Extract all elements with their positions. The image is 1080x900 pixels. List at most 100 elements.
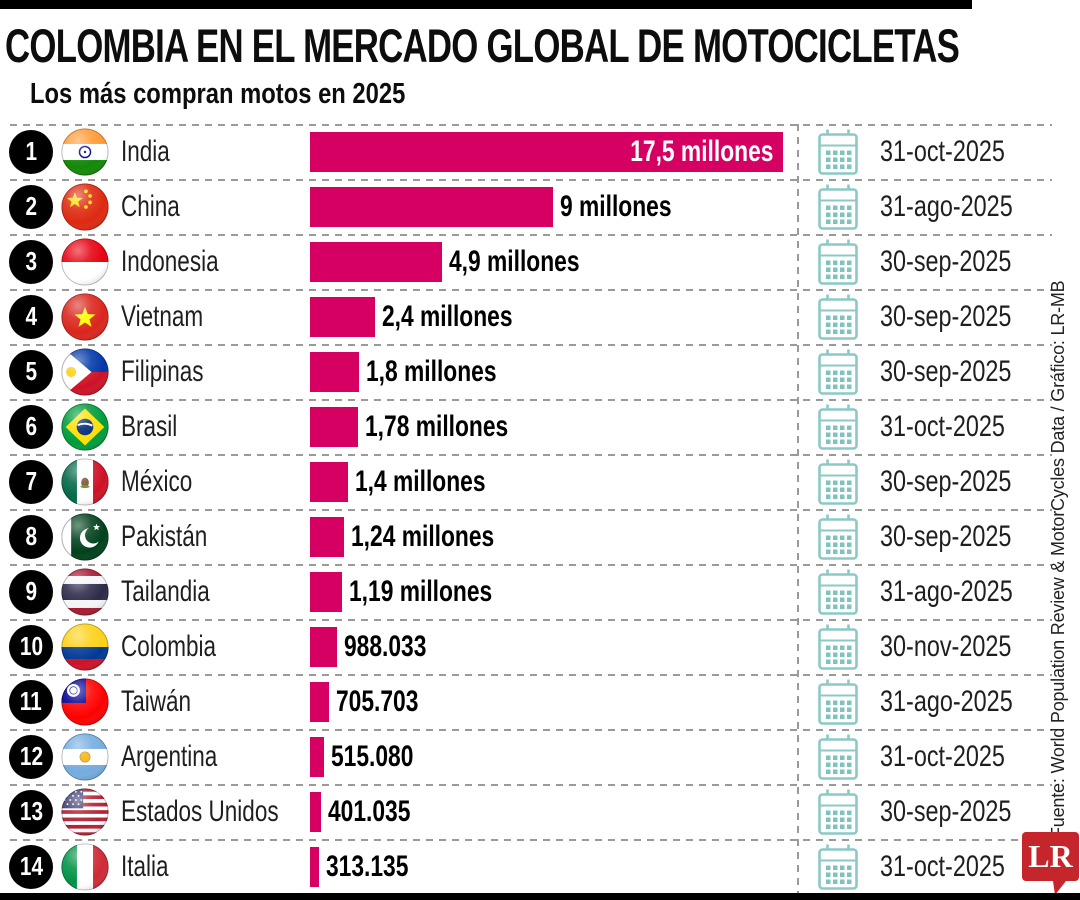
- row-separator: [10, 344, 1052, 346]
- value-label: 1,78 millones: [365, 409, 509, 443]
- calendar-icon: [818, 349, 858, 395]
- country-flag-icon: [61, 237, 109, 286]
- value-bar: [310, 681, 329, 722]
- table-row: 6 Brasil 1,78 millones 31-oct-2025: [0, 399, 1080, 454]
- country-flag-icon: [61, 512, 109, 561]
- country-flag-icon: [61, 677, 109, 726]
- calendar-icon: [818, 459, 858, 505]
- rank-badge: 2: [9, 184, 53, 229]
- rank-badge: 14: [9, 844, 53, 889]
- table-row: 12 Argentina 515.080 31-oct-2025: [0, 729, 1080, 784]
- date-label: 30-sep-2025: [880, 519, 1012, 553]
- country-label: Estados Unidos: [121, 794, 279, 828]
- country-flag-icon: [61, 622, 109, 671]
- value-label: 1,8 millones: [366, 354, 497, 388]
- row-separator: [10, 399, 1052, 401]
- row-separator: [10, 784, 1052, 786]
- value-bar: [310, 296, 375, 337]
- country-flag-icon: [61, 182, 109, 231]
- value-label: 1,24 millones: [351, 519, 495, 553]
- country-label: Taiwán: [121, 684, 192, 718]
- date-label: 31-ago-2025: [880, 189, 1013, 223]
- rank-badge: 8: [9, 514, 53, 559]
- table-row: 5 Filipinas 1,8 millones 30-sep-2025: [0, 344, 1080, 399]
- country-label: Brasil: [121, 409, 178, 443]
- row-separator: [10, 179, 1052, 181]
- calendar-icon: [818, 569, 858, 615]
- country-flag-icon: [61, 292, 109, 341]
- table-row: 4 Vietnam 2,4 millones 30-sep-2025: [0, 289, 1080, 344]
- country-flag-icon: [61, 732, 109, 781]
- rank-badge: 5: [9, 349, 53, 394]
- country-label: Argentina: [121, 739, 218, 773]
- row-separator: [10, 674, 1052, 676]
- row-separator: [10, 289, 1052, 291]
- date-label: 30-sep-2025: [880, 794, 1012, 828]
- calendar-icon: [818, 239, 858, 285]
- calendar-icon: [818, 129, 858, 175]
- value-bar: [310, 351, 359, 392]
- calendar-icon: [818, 624, 858, 670]
- value-bar: [310, 571, 342, 612]
- value-bar: [310, 626, 337, 667]
- calendar-icon: [818, 514, 858, 560]
- value-bar: [310, 131, 783, 172]
- rank-badge: 3: [9, 239, 53, 284]
- date-label: 31-ago-2025: [880, 574, 1013, 608]
- date-label: 30-nov-2025: [880, 629, 1012, 663]
- country-flag-icon: [61, 127, 109, 176]
- country-label: China: [121, 189, 180, 223]
- value-label: 1,19 millones: [349, 574, 493, 608]
- value-label: 988.033: [344, 629, 427, 663]
- calendar-icon: [818, 294, 858, 340]
- country-flag-icon: [61, 402, 109, 451]
- value-label: 2,4 millones: [382, 299, 513, 333]
- calendar-icon: [818, 184, 858, 230]
- country-label: Filipinas: [121, 354, 204, 388]
- value-bar: [310, 241, 442, 282]
- value-label: 401.035: [328, 794, 411, 828]
- table-row: 9 Tailandia 1,19 millones 31-ago-2025: [0, 564, 1080, 619]
- country-label: Indonesia: [121, 244, 219, 278]
- table-row: 1 India 17,5 millones 31-oct-2025: [0, 124, 1080, 179]
- rank-badge: 12: [9, 734, 53, 779]
- table-row: 13 Estados Unidos 401.035 30-sep-2025: [0, 784, 1080, 839]
- row-separator: [10, 124, 1052, 126]
- country-flag-icon: [61, 457, 109, 506]
- row-separator: [10, 234, 1052, 236]
- calendar-icon: [818, 844, 858, 890]
- date-label: 30-sep-2025: [880, 464, 1012, 498]
- date-label: 31-ago-2025: [880, 684, 1013, 718]
- rank-badge: 9: [9, 569, 53, 614]
- table-row: 10 Colombia 988.033 30-nov-2025: [0, 619, 1080, 674]
- rank-badge: 1: [9, 129, 53, 174]
- country-label: México: [121, 464, 193, 498]
- country-flag-icon: [61, 347, 109, 396]
- rank-badge: 11: [9, 679, 53, 724]
- value-bar: [310, 846, 319, 887]
- table-row: 7 México 1,4 millones 30-sep-2025: [0, 454, 1080, 509]
- table-row: 14 Italia 313.135 31-oct-2025: [0, 839, 1080, 894]
- value-bar: [310, 791, 321, 832]
- date-label: 31-oct-2025: [880, 739, 1005, 773]
- calendar-icon: [818, 679, 858, 725]
- value-label: 9 millones: [560, 189, 672, 223]
- calendar-icon: [818, 404, 858, 450]
- lr-logo-text: LR: [1028, 838, 1073, 874]
- value-label: 313.135: [326, 849, 409, 883]
- value-label: 17,5 millones: [629, 134, 773, 168]
- rank-badge: 13: [9, 789, 53, 834]
- value-bar: [310, 461, 348, 502]
- table-row: 3 Indonesia 4,9 millones 30-sep-2025: [0, 234, 1080, 289]
- table-row: 8 Pakistán 1,24 millones 30-sep-2025: [0, 509, 1080, 564]
- date-label: 30-sep-2025: [880, 354, 1012, 388]
- country-label: Colombia: [121, 629, 217, 663]
- date-label: 31-oct-2025: [880, 409, 1005, 443]
- row-separator: [10, 564, 1052, 566]
- source-credit: Fuente: World Population Review & MotorC…: [1048, 280, 1068, 839]
- bottom-rule: [0, 893, 1080, 900]
- table-row: 2 China 9 millones 31-ago-2025: [0, 179, 1080, 234]
- country-flag-icon: [61, 567, 109, 616]
- country-flag-icon: [61, 842, 109, 891]
- value-bar: [310, 406, 358, 447]
